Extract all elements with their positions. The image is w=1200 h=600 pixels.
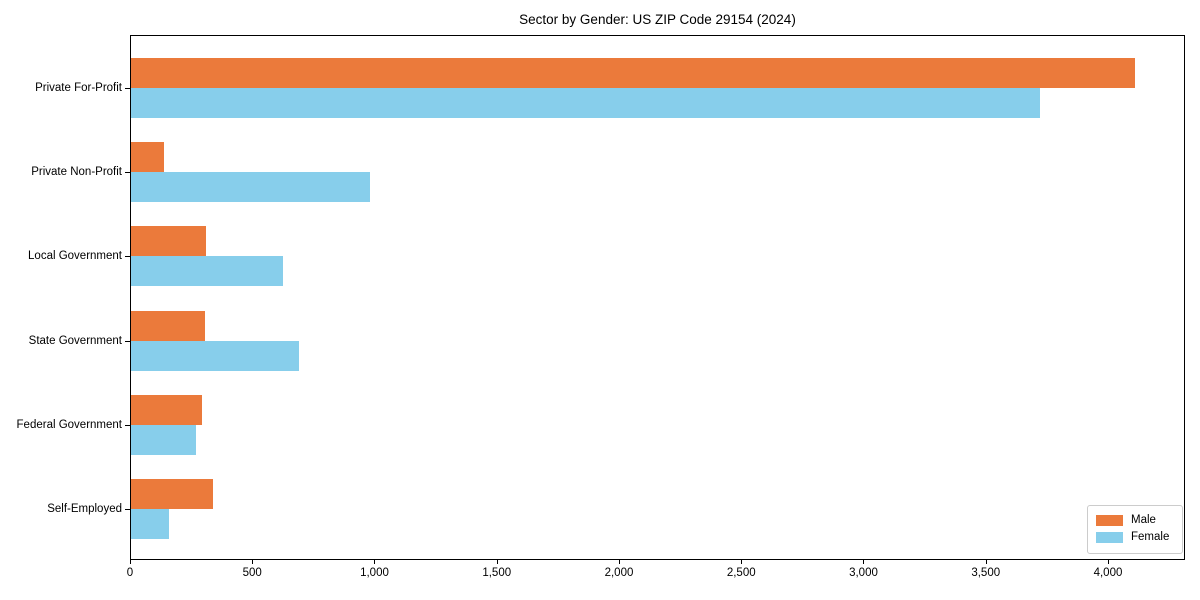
x-tick-label: 1,500 <box>482 567 512 579</box>
legend-entry-male: Male <box>1096 512 1174 529</box>
y-category-label: Private For-Profit <box>35 82 122 94</box>
x-tick-mark <box>252 560 254 564</box>
legend-swatch-male <box>1096 515 1123 526</box>
y-category-label: Federal Government <box>16 418 122 431</box>
bar-male <box>131 394 203 425</box>
x-tick-label: 3,500 <box>971 567 1001 579</box>
x-tick-label: 500 <box>242 567 262 579</box>
y-tick-mark <box>125 424 130 426</box>
y-category-label: Local Government <box>28 250 122 263</box>
y-tick-mark <box>125 256 130 258</box>
chart-title: Sector by Gender: US ZIP Code 29154 (202… <box>519 12 796 27</box>
bar-female <box>131 509 170 539</box>
x-tick-mark <box>741 560 743 564</box>
y-tick-mark <box>125 88 130 89</box>
bar-female <box>131 172 370 203</box>
x-tick-mark <box>374 560 376 564</box>
x-tick-mark <box>863 560 865 564</box>
y-category-label: Self-Employed <box>47 503 122 515</box>
x-tick-mark <box>1107 560 1109 564</box>
y-tick-mark <box>125 172 130 174</box>
y-tick-mark <box>125 340 130 342</box>
plot-area <box>130 35 1185 560</box>
x-tick-label: 0 <box>126 567 134 579</box>
y-tick-mark <box>125 509 130 510</box>
x-tick-mark <box>130 560 131 564</box>
bar-male <box>131 58 1135 88</box>
x-tick-label: 1,000 <box>360 567 389 579</box>
x-tick-label: 4,000 <box>1093 567 1123 579</box>
bar-female <box>131 424 196 455</box>
legend-swatch-female <box>1096 532 1123 543</box>
x-tick-label: 2,500 <box>726 567 756 579</box>
bar-female <box>131 340 299 371</box>
bar-female <box>131 88 1040 118</box>
x-tick-label: 3,000 <box>849 567 878 579</box>
bar-male <box>131 142 165 173</box>
x-tick-mark <box>618 560 620 564</box>
y-category-label: State Government <box>28 334 122 347</box>
legend-entry-female: Female <box>1096 529 1174 546</box>
bar-male <box>131 310 205 341</box>
x-tick-mark <box>496 560 498 564</box>
x-tick-label: 2,000 <box>604 567 634 579</box>
legend-label-male: Male <box>1131 514 1156 526</box>
legend-label-female: Female <box>1131 531 1170 543</box>
bar-male <box>131 226 206 257</box>
bar-male <box>131 479 214 509</box>
bar-female <box>131 256 283 287</box>
legend: Male Female <box>1087 505 1183 554</box>
y-category-label: Private Non-Profit <box>31 166 122 179</box>
x-tick-mark <box>985 560 987 564</box>
